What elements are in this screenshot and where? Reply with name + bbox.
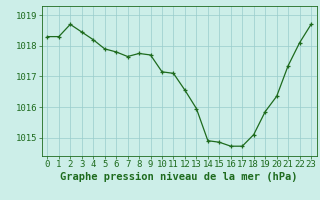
X-axis label: Graphe pression niveau de la mer (hPa): Graphe pression niveau de la mer (hPa) — [60, 172, 298, 182]
